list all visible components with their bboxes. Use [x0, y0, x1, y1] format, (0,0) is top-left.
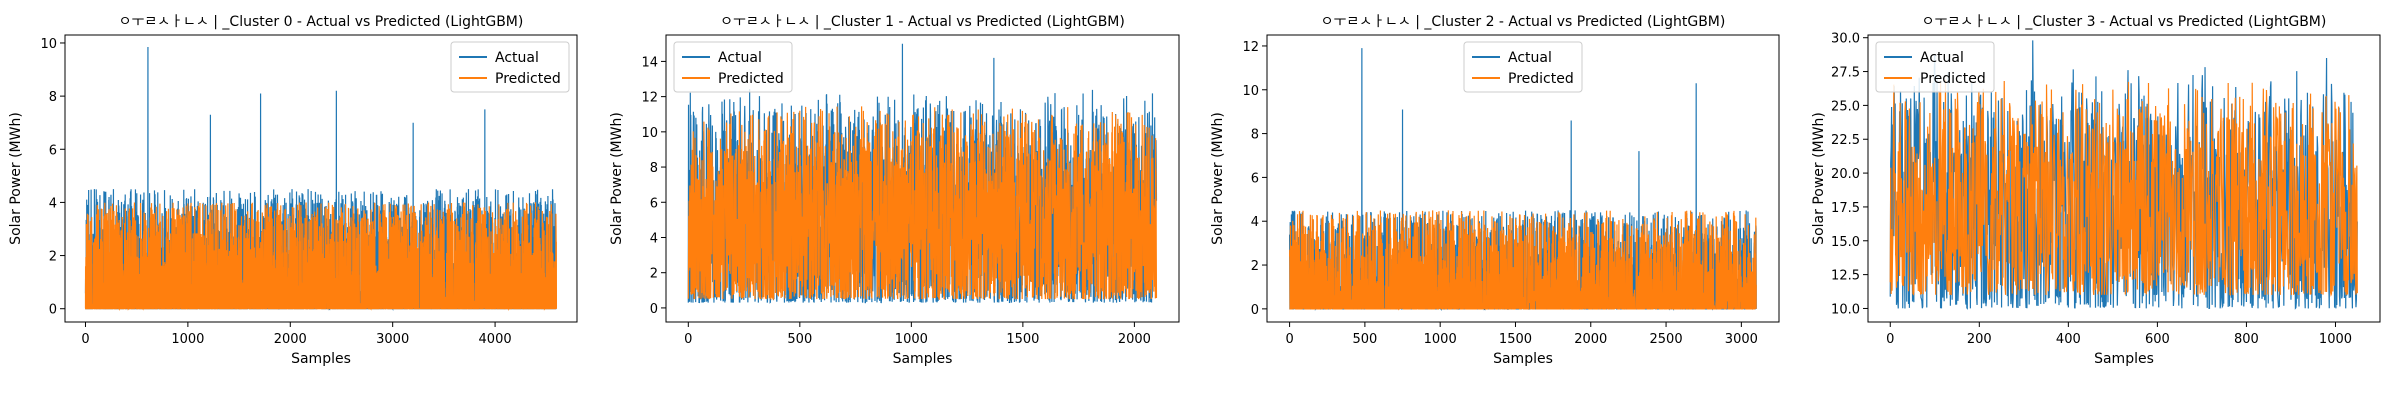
y-tick-label: 4 — [49, 196, 57, 211]
x-tick-label: 1000 — [171, 332, 204, 347]
x-tick-label: 600 — [2145, 332, 2170, 347]
y-tick-label: 8 — [1251, 128, 1259, 143]
y-tick-label: 4 — [1251, 215, 1259, 230]
chart-title: ㅇㅜㄹㅅㅏㄴㅅ | _Cluster 0 - Actual vs Predict… — [119, 14, 524, 30]
chart-title: ㅇㅜㄹㅅㅏㄴㅅ | _Cluster 3 - Actual vs Predict… — [1922, 14, 2327, 30]
series-group — [687, 43, 1158, 304]
y-tick-label: 20.0 — [1831, 167, 1860, 182]
x-axis-label: Samples — [291, 351, 351, 367]
legend-box — [673, 41, 793, 93]
x-tick-label: 1500 — [1499, 332, 1532, 347]
x-tick-label: 3000 — [376, 332, 409, 347]
x-tick-label: 800 — [2234, 332, 2259, 347]
x-tick-label: 200 — [1967, 332, 1992, 347]
series-line-predicted — [1288, 210, 1757, 311]
y-tick-label: 8 — [49, 90, 57, 105]
legend: Actual Predicted — [450, 41, 570, 93]
chart-panel-1: 0 500 1000 1500 2000 0 2 4 6 8 10 12 14 ㅇㅜㄹㅅㅏㄴㅅ | _Cl… — [609, 14, 1180, 367]
y-tick-label: 10 — [1242, 84, 1259, 99]
x-tick-label: 400 — [2056, 332, 2081, 347]
x-axis-label: Samples — [893, 351, 953, 367]
y-tick-label: 0 — [650, 302, 658, 317]
x-tick-label: 1000 — [1424, 332, 1457, 347]
series-line-predicted — [687, 106, 1158, 301]
y-tick-label: 25.0 — [1831, 99, 1860, 114]
x-tick-label: 2000 — [1118, 332, 1151, 347]
chart-title: ㅇㅜㄹㅅㅏㄴㅅ | _Cluster 1 - Actual vs Predict… — [720, 14, 1125, 30]
y-tick-label: 0 — [1251, 303, 1259, 318]
y-tick-label: 12.5 — [1831, 269, 1860, 284]
y-tick-label: 6 — [1251, 171, 1259, 186]
legend-label-predicted: Predicted — [718, 71, 784, 87]
y-axis-label: Solar Power (MWh) — [8, 112, 24, 245]
legend-box — [1463, 41, 1583, 93]
y-tick-label: 22.5 — [1831, 133, 1860, 148]
axes-frame — [64, 34, 578, 323]
y-tick-label: 14 — [641, 55, 658, 70]
chart-panel-2: 0 500 1000 1500 2000 2500 3000 0 2 4 6 8 10 12 ㅇㅜㄹㅅㅏㄴㅅ… — [1210, 14, 1780, 367]
y-tick-label: 4 — [650, 231, 658, 246]
legend-label-predicted: Predicted — [1920, 71, 1986, 87]
x-tick-label: 500 — [1352, 332, 1377, 347]
y-tick-label: 6 — [49, 143, 57, 158]
x-tick-label: 0 — [81, 332, 89, 347]
legend-label-predicted: Predicted — [495, 71, 561, 87]
y-tick-label: 2 — [1251, 259, 1259, 274]
y-axis-label: Solar Power (MWh) — [1210, 112, 1226, 245]
x-tick-label: 0 — [1285, 332, 1293, 347]
x-tick-label: 1000 — [895, 332, 928, 347]
x-axis-label: Samples — [1493, 351, 1553, 367]
legend-label-actual: Actual — [718, 50, 762, 66]
legend-label-actual: Actual — [1508, 50, 1552, 66]
chart-title: ㅇㅜㄹㅅㅏㄴㅅ | _Cluster 2 - Actual vs Predict… — [1321, 14, 1726, 30]
y-tick-label: 27.5 — [1831, 66, 1860, 81]
series-line-predicted — [1889, 79, 2358, 297]
legend-label-predicted: Predicted — [1508, 71, 1574, 87]
y-tick-label: 10 — [40, 37, 57, 52]
y-axis-label: Solar Power (MWh) — [1811, 112, 1827, 245]
legend-label-actual: Actual — [495, 50, 539, 66]
axes-frame — [1266, 34, 1780, 323]
x-tick-label: 2000 — [274, 332, 307, 347]
y-tick-label: 30.0 — [1831, 32, 1860, 47]
x-tick-label: 1500 — [1006, 332, 1039, 347]
x-tick-label: 1000 — [2319, 332, 2352, 347]
x-tick-label: 0 — [1886, 332, 1894, 347]
y-tick-label: 17.5 — [1831, 201, 1860, 216]
y-tick-label: 8 — [650, 161, 658, 176]
series-group — [1288, 48, 1757, 312]
y-tick-label: 12 — [641, 91, 658, 106]
legend-box — [450, 41, 570, 93]
y-tick-label: 15.0 — [1831, 235, 1860, 250]
series-group — [1889, 40, 2358, 310]
axes-frame — [1867, 34, 2381, 323]
legend-label-actual: Actual — [1920, 50, 1964, 66]
chart-panel-0: 0 1000 2000 3000 4000 0 2 4 6 8 10 ㅇㅜㄹㅅㅏㄴㅅ | _Clust… — [8, 14, 578, 367]
y-tick-label: 12 — [1242, 40, 1259, 55]
x-tick-label: 0 — [684, 332, 692, 347]
legend: Actual Predicted — [673, 41, 793, 93]
x-tick-label: 2500 — [1650, 332, 1683, 347]
x-tick-label: 500 — [787, 332, 812, 347]
y-tick-label: 10.0 — [1831, 302, 1860, 317]
legend-box — [1875, 41, 1995, 93]
x-tick-label: 4000 — [479, 332, 512, 347]
y-tick-label: 6 — [650, 196, 658, 211]
y-tick-label: 10 — [641, 126, 658, 141]
x-tick-label: 3000 — [1725, 332, 1758, 347]
chart-panel-3: 0 200 400 600 800 1000 10.0 12.5 15.0 17.5 20.0 22.… — [1811, 14, 2381, 367]
axes-frame — [665, 34, 1180, 323]
series-group — [84, 46, 558, 312]
x-tick-label: 2000 — [1574, 332, 1607, 347]
y-tick-label: 2 — [49, 250, 57, 265]
legend: Actual Predicted — [1875, 41, 1995, 93]
y-tick-label: 0 — [49, 303, 57, 318]
series-line-predicted — [84, 202, 558, 311]
legend: Actual Predicted — [1463, 41, 1583, 93]
y-tick-label: 2 — [650, 267, 658, 282]
y-axis-label: Solar Power (MWh) — [609, 112, 625, 245]
x-axis-label: Samples — [2094, 351, 2154, 367]
